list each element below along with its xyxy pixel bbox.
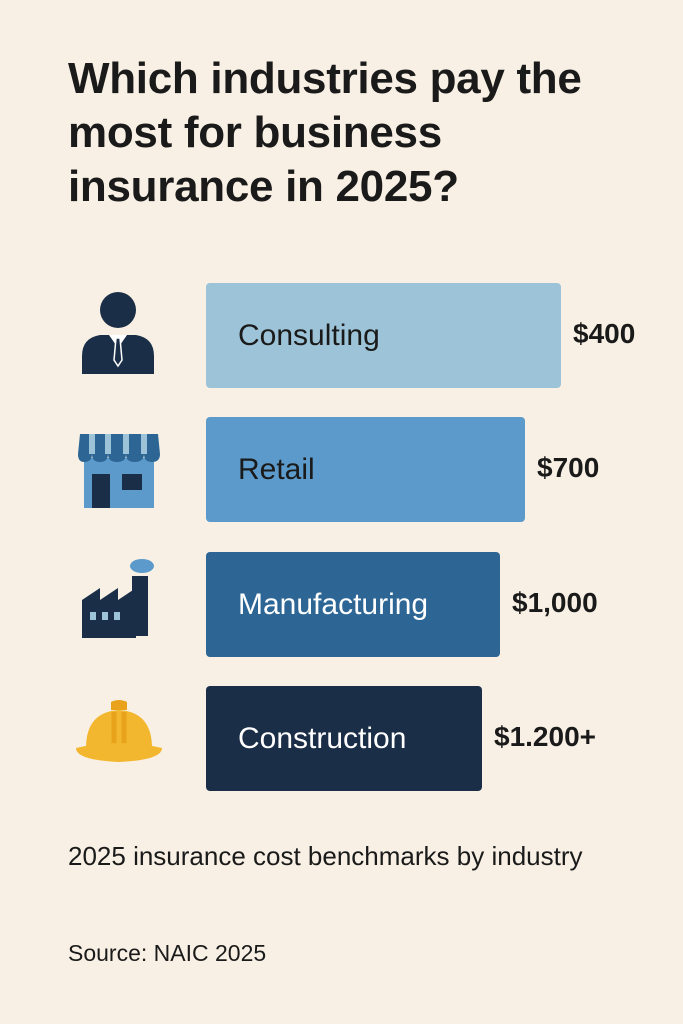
data-label: $700 — [537, 452, 600, 483]
bar: Construction — [206, 686, 482, 791]
factory-icon — [82, 559, 154, 638]
category-label: Construction — [238, 721, 407, 755]
data-label: $400 — [573, 318, 636, 349]
bar: Retail — [206, 417, 525, 522]
bar-chart: Consulting $400 Retail $700 Manufacturin… — [76, 283, 636, 791]
data-label: $1.200+ — [494, 721, 596, 752]
hard-hat-icon — [76, 700, 162, 762]
category-label: Manufacturing — [238, 587, 429, 621]
source-note: Source: NAIC 2025 — [68, 940, 267, 966]
data-label: $1,000 — [512, 587, 598, 618]
storefront-icon — [78, 434, 160, 508]
bar: Manufacturing — [206, 552, 500, 657]
category-label: Consulting — [238, 318, 380, 352]
bar: Consulting — [206, 283, 561, 388]
chart-title: Which industries pay the most for busine… — [68, 54, 582, 211]
category-label: Retail — [238, 452, 315, 486]
chart-subtitle: 2025 insurance cost benchmarks by indust… — [68, 841, 583, 871]
consultant-icon — [82, 292, 154, 374]
